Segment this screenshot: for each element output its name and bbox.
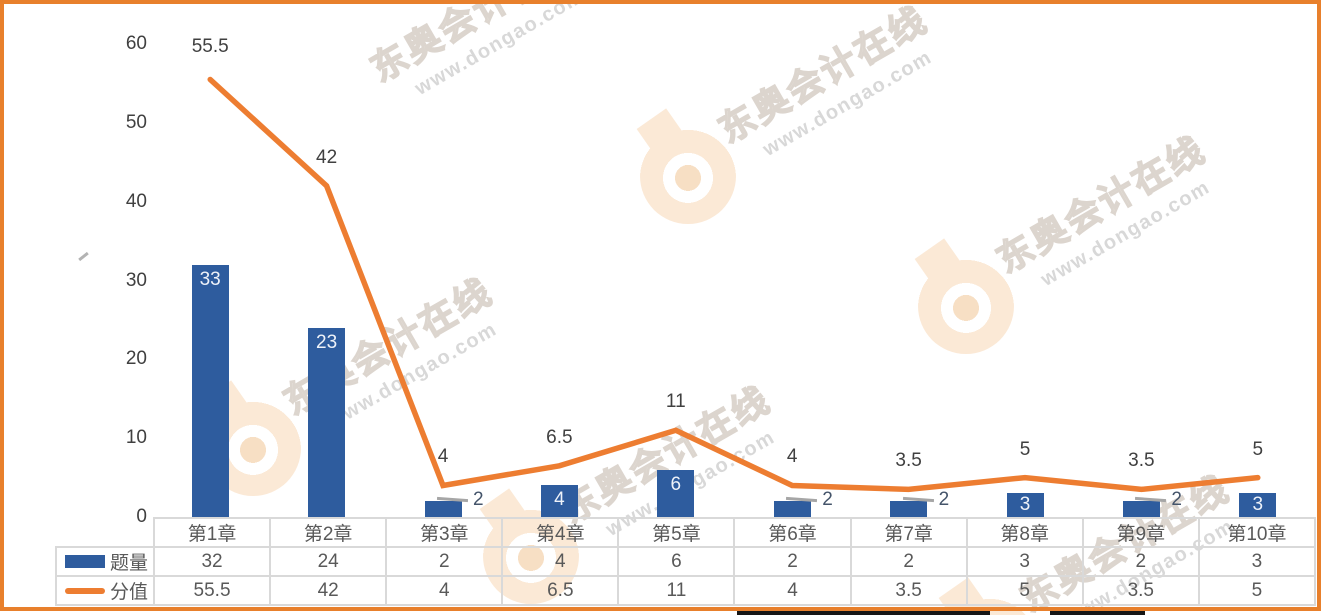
- legend-cell-td: 分值: [55, 575, 155, 606]
- bar-data-label: 2: [473, 489, 484, 511]
- y-axis-tick-label: 60: [125, 33, 147, 54]
- y-axis-tick-label: 0: [136, 506, 147, 527]
- table-value-cell: 3.5: [1081, 575, 1200, 606]
- table-value-cell: 5: [1197, 575, 1317, 606]
- y-axis-tick-label: 20: [125, 348, 147, 370]
- bar-data-label: 3: [1252, 494, 1264, 516]
- category-header-cell: 第2章: [269, 517, 388, 548]
- bar-data-label: 4: [554, 489, 565, 511]
- line-data-label: 4: [786, 446, 798, 468]
- legend: 分值: [57, 577, 153, 604]
- legend-label: 题量: [109, 553, 148, 574]
- bar-第7章: [890, 501, 928, 517]
- y-axis-tick-label: 30: [125, 269, 147, 291]
- table-value-cell: 6: [617, 546, 736, 577]
- line-data-label: 3.5: [1128, 450, 1155, 472]
- y-axis-tick-label: 40: [125, 190, 147, 212]
- line-data-label: 55.5: [191, 36, 229, 58]
- bar-data-label: 23: [316, 331, 338, 353]
- bar-legend-swatch-icon: [65, 555, 105, 568]
- table-value-cell: 32: [152, 546, 272, 577]
- line-legend-swatch-icon: [65, 587, 105, 594]
- legend-label: 分值: [109, 582, 148, 603]
- table-value-cell: 3: [965, 546, 1084, 577]
- line-data-label: 5: [1252, 438, 1264, 460]
- line-data-label: 11: [665, 391, 686, 413]
- bar-第9章: [1122, 501, 1160, 517]
- table-value-cell: 55.5: [152, 575, 272, 606]
- legend-cell-td: 题量: [55, 546, 155, 577]
- bar-第8章: [1006, 493, 1044, 517]
- table-value-cell: 4: [385, 575, 504, 606]
- table-value-cell: 2: [1081, 546, 1200, 577]
- table-value-cell: 42: [269, 575, 388, 606]
- bar-第4章: [540, 485, 578, 517]
- y-axis-tick-label: 50: [125, 111, 147, 133]
- bar-第6章: [773, 501, 811, 517]
- table-value-cell: 2: [385, 546, 504, 577]
- table-value-cell: 5: [965, 575, 1084, 606]
- table-value-cell: 6.5: [501, 575, 620, 606]
- table-value-cell: 11: [617, 575, 736, 606]
- category-header-cell: 第5章: [617, 517, 736, 548]
- y-axis-tick-label: 10: [125, 427, 147, 449]
- table-value-cell: 4: [733, 575, 852, 606]
- bar-data-label: 3: [1019, 494, 1031, 516]
- bar-第3章: [424, 501, 462, 517]
- bar-第1章: [191, 264, 229, 517]
- bottom-artifact: [1050, 611, 1145, 615]
- table-data-row: 分值 55.5 42 4 6.5 11 4 3.5 5 3.5 5: [55, 575, 1317, 606]
- category-header-cell: 第10章: [1197, 517, 1317, 548]
- table-value-cell: 3: [1197, 546, 1317, 577]
- dongao-logo-icon: [918, 258, 1014, 354]
- bar-data-label: 2: [1171, 489, 1182, 511]
- score-line: [207, 76, 1261, 493]
- dongao-logo-icon: [640, 128, 736, 224]
- line-data-label: 4: [437, 446, 449, 468]
- line-data-label: 42: [316, 146, 338, 168]
- bar-第10章: [1239, 493, 1277, 517]
- bar-data-label: 2: [822, 489, 833, 511]
- table-value-cell: 3.5: [849, 575, 968, 606]
- category-header-cell: 第9章: [1081, 517, 1200, 548]
- line-data-label: 3.5: [895, 450, 922, 472]
- bar-data-label: 2: [938, 489, 950, 511]
- table-value-cell: 4: [501, 546, 620, 577]
- data-table: 第1章 第2章 第3章 第4章 第5章 第6章 第7章 第8章 第9章 第10章 题量 32 24 2 4 6…: [55, 517, 1317, 606]
- category-header-cell: 第8章: [965, 517, 1084, 548]
- table-data-row: 题量 32 24 2 4 6 2 2 3 2 3: [55, 546, 1317, 577]
- legend: 题量: [57, 548, 153, 575]
- bar-第5章: [657, 469, 695, 517]
- table-value-cell: 24: [269, 546, 388, 577]
- bar-第2章: [308, 327, 346, 517]
- category-header-cell: 第3章: [385, 517, 504, 548]
- line-data-label: 6.5: [546, 426, 573, 448]
- category-header-cell: 第7章: [849, 517, 968, 548]
- line-data-label: 5: [1019, 438, 1031, 460]
- table-value-cell: 2: [849, 546, 968, 577]
- bar-data-label: 33: [199, 268, 221, 290]
- table-corner-cell: [56, 518, 154, 547]
- table-header-row: 第1章 第2章 第3章 第4章 第5章 第6章 第7章 第8章 第9章 第10章: [56, 517, 1317, 548]
- category-header-cell: 第4章: [501, 517, 620, 548]
- category-header-cell: 第6章: [733, 517, 852, 548]
- bottom-artifact: [737, 611, 990, 615]
- table-value-cell: 2: [733, 546, 852, 577]
- bar-data-label: 6: [670, 473, 682, 495]
- category-header-cell: 第1章: [152, 517, 272, 548]
